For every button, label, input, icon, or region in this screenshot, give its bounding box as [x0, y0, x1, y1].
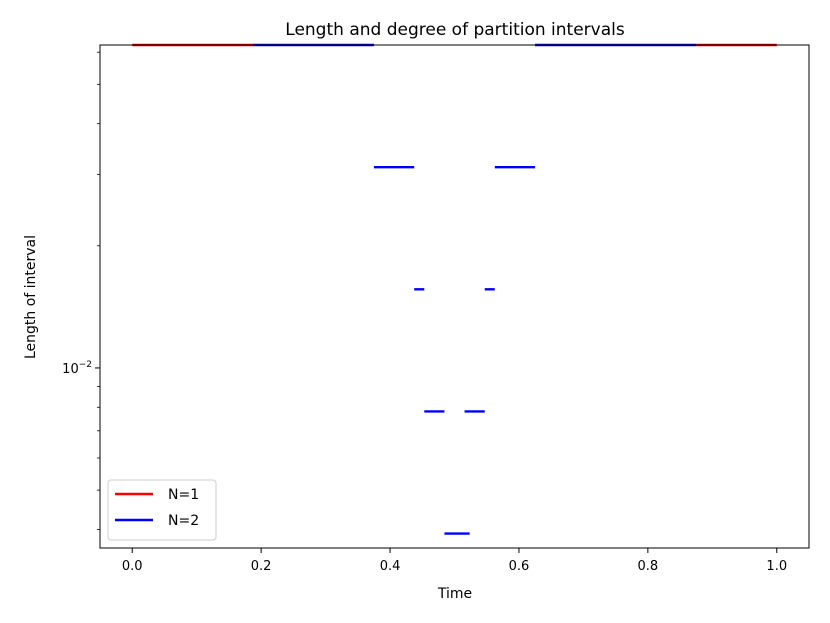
legend-label-n1: N=1 [168, 487, 199, 503]
plot-area [132, 43, 777, 535]
x-tick-label-4: 0.8 [638, 559, 659, 574]
y-tick-label-0: 10−2 [62, 360, 92, 377]
x-tick-label-1: 0.2 [251, 559, 272, 574]
legend: N=1 N=2 [107, 479, 217, 541]
x-tick-label-0: 0.0 [122, 559, 143, 574]
x-tick-label-2: 0.4 [380, 559, 401, 574]
chart-title: Length and degree of partition intervals [285, 20, 625, 40]
x-axis-label: Time [437, 586, 472, 602]
y-axis-label: Length of interval [23, 235, 39, 359]
axis-ticks: 0.0 0.2 0.4 0.6 0.8 1.0 10−2 [62, 51, 787, 574]
legend-box [107, 479, 217, 541]
x-tick-label-5: 1.0 [766, 559, 787, 574]
plot-frame [99, 44, 810, 549]
x-tick-label-3: 0.6 [509, 559, 530, 574]
legend-label-n2: N=2 [168, 513, 199, 529]
